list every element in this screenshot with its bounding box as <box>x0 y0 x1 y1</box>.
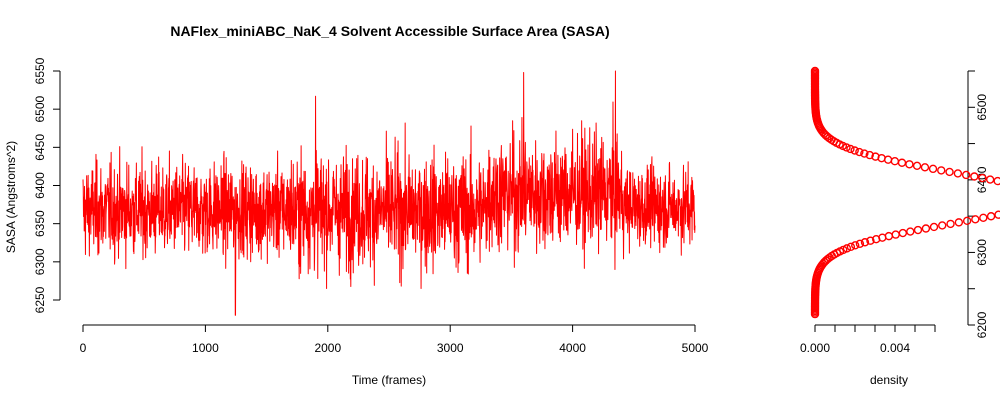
density-point <box>986 212 996 221</box>
density-point <box>946 219 955 229</box>
main-x-tick-label: 5000 <box>682 341 709 355</box>
density-y-tick-label: 6300 <box>975 239 989 266</box>
density-x-tick-label: 0.004 <box>880 341 910 355</box>
main-x-tick-label: 0 <box>80 341 87 355</box>
density-point <box>866 236 875 245</box>
density-point <box>810 66 820 76</box>
density-point <box>850 146 859 155</box>
main-y-tick-label: 6400 <box>33 172 47 199</box>
main-x-ticks: 0 1000 2000 3000 4000 5000 <box>80 325 709 355</box>
density-point <box>846 144 855 154</box>
main-y-tick-label: 6250 <box>33 286 47 313</box>
density-point <box>928 164 938 174</box>
density-point <box>953 169 963 178</box>
density-point <box>937 166 946 175</box>
density-point <box>961 170 971 180</box>
main-x-tick-label: 3000 <box>437 341 464 355</box>
main-plot: 0 1000 2000 3000 4000 5000 6250 6300 6350 6400 64… <box>4 57 709 387</box>
density-point <box>979 213 988 222</box>
density-point <box>921 224 931 233</box>
main-y-tick-label: 6550 <box>33 57 47 84</box>
density-y-ticks: 6200 6300 6400 6500 <box>968 70 989 338</box>
density-x-axis-label: density <box>870 373 908 387</box>
density-point <box>945 167 954 177</box>
main-y-tick-label: 6350 <box>33 210 47 237</box>
main-y-tick-label: 6300 <box>33 248 47 275</box>
density-point <box>985 175 995 184</box>
chart-title: NAFlex_miniABC_NaK_4 Solvent Accessible … <box>170 23 609 39</box>
main-y-tick-label: 6500 <box>33 95 47 122</box>
density-y-tick-label: 6200 <box>975 311 989 338</box>
density-point <box>891 230 900 239</box>
density-point <box>890 157 900 166</box>
density-point <box>929 222 939 232</box>
density-point <box>897 158 907 167</box>
density-point <box>865 150 874 160</box>
sasa-series-line <box>82 70 696 316</box>
density-point <box>971 215 980 224</box>
density-point <box>884 231 894 241</box>
density-point <box>912 161 922 171</box>
density-plot: 0.000 0.004 6200 6300 6400 6500 density <box>800 66 1000 387</box>
main-y-ticks: 6250 6300 6350 6400 6450 6500 6550 <box>33 57 60 313</box>
density-point <box>938 221 947 230</box>
density-point <box>860 149 869 158</box>
main-x-tick-label: 1000 <box>192 341 219 355</box>
density-point <box>920 163 930 172</box>
density-point <box>913 225 923 235</box>
main-y-tick-label: 6450 <box>33 134 47 161</box>
density-point <box>993 176 1000 186</box>
density-point <box>962 216 972 226</box>
density-point <box>851 241 860 250</box>
density-point <box>846 242 856 252</box>
density-y-tick-label: 6400 <box>975 166 989 193</box>
density-point <box>954 218 964 227</box>
density-point <box>898 228 908 238</box>
density-x-tick-label: 0.000 <box>800 341 830 355</box>
density-point <box>905 160 914 169</box>
density-point <box>855 239 865 248</box>
main-x-tick-label: 2000 <box>314 341 341 355</box>
density-point <box>970 172 979 181</box>
density-point <box>906 227 915 236</box>
main-x-tick-label: 4000 <box>559 341 586 355</box>
density-y-tick-label: 6500 <box>975 94 989 121</box>
density-point <box>855 147 864 157</box>
density-point <box>978 173 987 183</box>
main-y-axis-label: SASA (Angstroms^2) <box>4 141 18 253</box>
main-x-axis-label: Time (frames) <box>352 373 426 387</box>
density-point <box>842 244 852 253</box>
density-x-ticks: 0.000 0.004 <box>800 325 936 355</box>
density-point <box>994 210 1000 219</box>
density-point <box>860 238 870 247</box>
density-points <box>810 66 1000 319</box>
density-point <box>871 152 880 161</box>
